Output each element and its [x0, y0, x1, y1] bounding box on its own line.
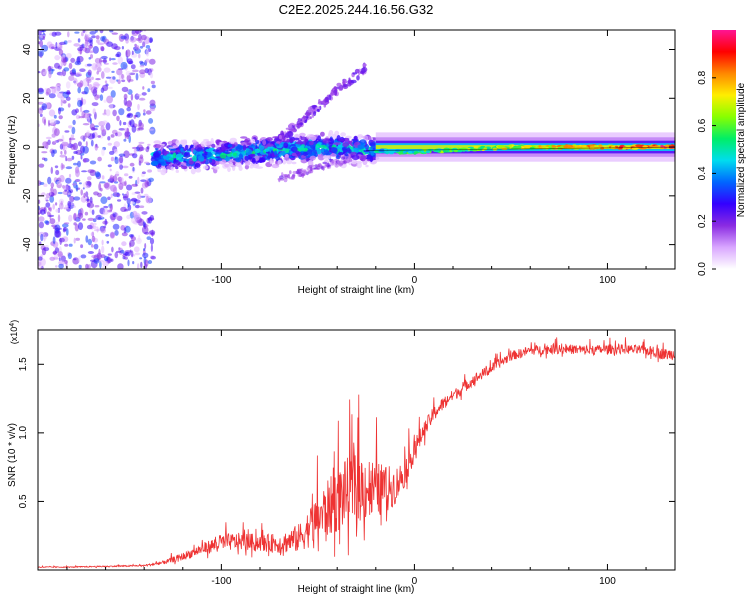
colorbar-ticks: 0.0 0.2 0.4 0.6 0.8: [697, 70, 716, 276]
colorbar-tick-label: 0.6: [697, 118, 708, 132]
y-tick-label: -40: [22, 237, 33, 252]
snr-y-label: SNR (10 * v/v): [7, 423, 18, 487]
x-tick-label: -100: [211, 275, 231, 286]
y-tick-label: 1.5: [18, 357, 29, 371]
y-tick-label: 40: [22, 44, 33, 56]
heatmap-frame: [37, 29, 676, 270]
snr-scale-label: (x104): [9, 320, 20, 344]
colorbar: 0.0 0.2 0.4 0.6 0.8 Normalized spectral ampl…: [697, 30, 747, 276]
snr-x-ticks: -100 0 100: [66, 330, 647, 587]
y-tick-label: -20: [22, 188, 33, 203]
x-tick-label: 0: [412, 576, 418, 587]
heatmap-y-ticks: -40 -20 0 20 40: [22, 44, 675, 252]
snr-scale-suffix: ): [9, 320, 19, 323]
x-tick-label: 100: [599, 576, 616, 587]
colorbar-tick-label: 0.4: [697, 166, 708, 180]
heatmap-x-ticks: -100 0 100: [66, 30, 647, 286]
snr-scale-prefix: (x10: [9, 327, 19, 345]
x-tick-label: 100: [599, 275, 616, 286]
x-tick-label: -100: [211, 576, 231, 587]
snr-frame: [37, 329, 676, 571]
snr-y-ticks: 0.5 1.0 1.5: [18, 357, 675, 508]
snr-scale-exponent: 4: [9, 323, 16, 327]
y-tick-label: 0: [22, 144, 33, 150]
colorbar-tick-label: 0.2: [697, 214, 708, 228]
snr-x-label: Height of straight line (km): [298, 584, 415, 595]
snr-series-line: [38, 337, 675, 569]
heatmap-panel: -100 0 100 -40 -20 0 20 40 Height of straight …: [7, 29, 676, 296]
snr-panel: -100 0 100 0.5 1.0 1.5 Height of straight li…: [7, 320, 676, 595]
colorbar-label: Normalized spectral amplitude: [736, 82, 747, 217]
y-tick-label: 20: [22, 92, 33, 104]
colorbar-gradient: [712, 30, 736, 269]
heatmap-cells: [38, 30, 675, 269]
colorbar-tick-label: 0.0: [697, 262, 708, 276]
x-tick-label: 0: [412, 275, 418, 286]
heatmap-x-label: Height of straight line (km): [298, 285, 415, 296]
y-tick-label: 0.5: [18, 494, 29, 508]
chart-title: C2E2.2025.244.16.56.G32: [279, 2, 434, 17]
colorbar-tick-label: 0.8: [697, 70, 708, 84]
y-tick-label: 1.0: [18, 425, 29, 439]
heatmap-y-label: Frequency (Hz): [7, 116, 18, 185]
